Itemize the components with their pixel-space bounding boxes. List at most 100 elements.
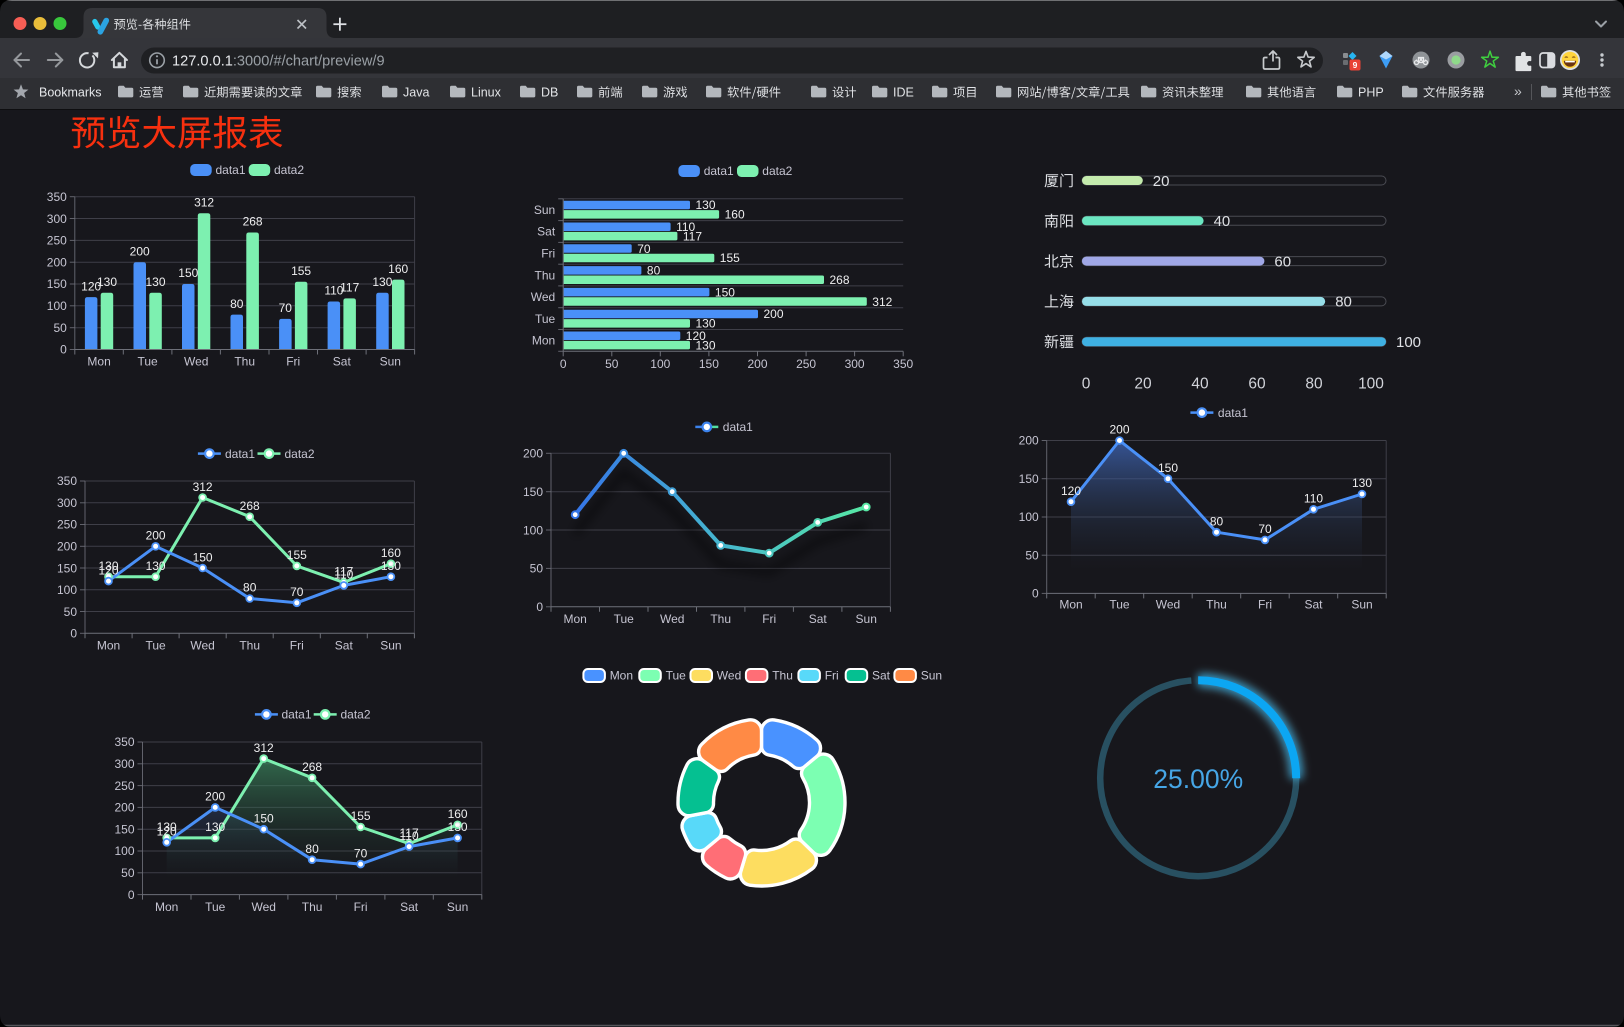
svg-text:200: 200 [523,447,543,461]
svg-text:Mon: Mon [1059,597,1082,611]
svg-text:150: 150 [699,357,719,371]
svg-text:100: 100 [523,523,543,537]
svg-text:150: 150 [47,277,67,291]
svg-text:data1: data1 [704,164,734,178]
svg-text:100: 100 [1396,334,1421,351]
svg-text:70: 70 [354,846,368,860]
svg-text:Tue: Tue [205,900,226,914]
svg-text:200: 200 [1019,434,1039,448]
svg-text:0: 0 [560,357,567,371]
svg-text:Linux: Linux [471,85,502,99]
svg-text:117: 117 [683,229,702,243]
svg-text:data2: data2 [285,447,315,461]
svg-text:250: 250 [796,357,816,371]
svg-text:110: 110 [676,220,695,234]
svg-text:50: 50 [53,321,67,335]
svg-text:Sun: Sun [380,639,401,653]
svg-text:Sun: Sun [380,355,401,369]
svg-text:Sat: Sat [333,355,352,369]
svg-text:50: 50 [1025,548,1039,562]
svg-text:Fri: Fri [1258,597,1272,611]
svg-text:Sat: Sat [1304,597,1323,611]
svg-text:130: 130 [696,317,716,331]
svg-text:20: 20 [1153,173,1170,190]
svg-text:100: 100 [47,299,67,313]
svg-text:70: 70 [279,301,293,315]
svg-text:160: 160 [381,546,401,560]
svg-text:70: 70 [1258,522,1272,536]
svg-text:0: 0 [1032,587,1039,601]
svg-text:Sat: Sat [872,669,891,683]
svg-text:Sun: Sun [1351,597,1372,611]
svg-text:50: 50 [530,562,544,576]
svg-text:160: 160 [448,807,468,821]
svg-text:150: 150 [715,285,735,299]
svg-text:data1: data1 [282,708,312,722]
svg-text:250: 250 [114,779,134,793]
svg-text:data1: data1 [723,420,753,434]
svg-text:200: 200 [57,540,77,554]
svg-text:IDE: IDE [893,85,914,99]
svg-text:130: 130 [145,275,165,289]
svg-text:80: 80 [230,297,244,311]
svg-text:Fri: Fri [825,669,839,683]
svg-text:Fri: Fri [354,900,368,914]
svg-text:80: 80 [305,842,319,856]
svg-text:150: 150 [1019,472,1039,486]
svg-text:0: 0 [60,343,67,357]
svg-text:268: 268 [830,273,850,287]
svg-text:70: 70 [290,585,304,599]
svg-text:Bookmarks: Bookmarks [39,85,102,99]
svg-text:Mon: Mon [610,669,633,683]
svg-text:110: 110 [1304,492,1323,506]
svg-text:300: 300 [57,496,77,510]
svg-text:200: 200 [1109,423,1129,437]
svg-text:160: 160 [388,262,408,276]
svg-text:Java: Java [403,85,429,99]
svg-text:Tue: Tue [137,355,158,369]
svg-text:312: 312 [872,295,892,309]
svg-text:Fri: Fri [762,612,776,626]
svg-text:Wed: Wed [190,639,214,653]
svg-text:Thu: Thu [1206,597,1227,611]
svg-text:100: 100 [1019,510,1039,524]
svg-text:130: 130 [381,559,401,573]
svg-text:312: 312 [193,480,213,494]
svg-text:70: 70 [637,242,651,256]
svg-text:200: 200 [47,255,67,269]
svg-text:100: 100 [114,844,134,858]
svg-text:155: 155 [351,809,371,823]
svg-text:data2: data2 [274,163,304,177]
svg-text:120: 120 [98,563,118,577]
svg-text:150: 150 [193,550,213,564]
svg-text:Wed: Wed [660,612,684,626]
svg-text:40: 40 [1191,376,1209,393]
svg-text:Sun: Sun [534,203,555,217]
svg-text:0: 0 [128,888,135,902]
svg-text:120: 120 [157,825,177,839]
svg-text:200: 200 [764,307,784,321]
svg-text:100: 100 [57,583,77,597]
svg-text:80: 80 [243,581,257,595]
svg-text:DB: DB [541,85,558,99]
svg-text:200: 200 [146,529,166,543]
svg-text:Sun: Sun [447,900,468,914]
svg-text:127.0.0.1:3000/#/chart/preview: 127.0.0.1:3000/#/chart/preview/9 [172,53,385,69]
svg-text:312: 312 [254,741,274,755]
svg-text:130: 130 [205,820,225,834]
svg-text:350: 350 [893,357,913,371]
svg-text:50: 50 [64,605,78,619]
svg-text:Tue: Tue [614,612,635,626]
svg-text:Sun: Sun [921,669,942,683]
svg-text:200: 200 [130,244,150,258]
svg-text:Mon: Mon [564,612,587,626]
svg-text:80: 80 [1335,294,1352,311]
svg-text:155: 155 [287,548,307,562]
svg-text:100: 100 [650,357,670,371]
svg-text:150: 150 [114,822,134,836]
svg-text:268: 268 [302,760,322,774]
svg-text:Wed: Wed [1156,597,1180,611]
svg-text:Tue: Tue [666,669,687,683]
svg-text:Wed: Wed [184,355,208,369]
svg-text:155: 155 [720,251,740,265]
